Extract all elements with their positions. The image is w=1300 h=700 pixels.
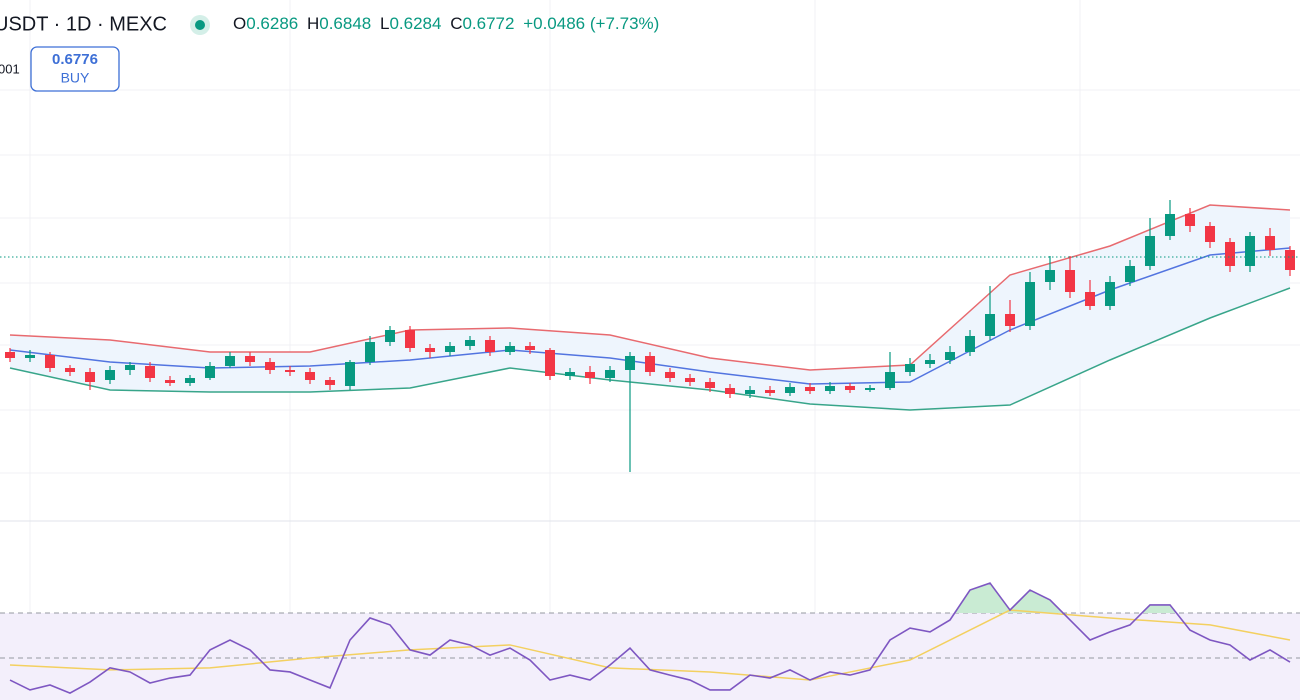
candle-body: [985, 314, 995, 336]
candle-body: [345, 362, 355, 386]
candle-body: [265, 362, 275, 370]
candle-body: [665, 372, 675, 378]
candle-body: [825, 386, 835, 391]
legend-label: C: [450, 14, 462, 33]
candle-body: [1165, 214, 1175, 236]
candle-body: [785, 387, 795, 393]
legend-label: H: [307, 14, 319, 33]
candle-body: [605, 370, 615, 378]
buy-button[interactable]: 0.6776 BUY: [30, 46, 120, 92]
candle-body: [765, 390, 775, 393]
candle-body: [845, 386, 855, 390]
candle-body: [145, 366, 155, 378]
candle-body: [1125, 266, 1135, 282]
candle-body: [485, 340, 495, 352]
candle-body: [565, 372, 575, 376]
candle-body: [1245, 236, 1255, 266]
candle-body: [865, 388, 875, 390]
candle-body: [85, 372, 95, 382]
candle-body: [805, 387, 815, 391]
candle-body: [305, 372, 315, 380]
rsi-ma-line: [9, 609, 1291, 681]
candle-body: [525, 346, 535, 350]
candle-body: [945, 352, 955, 360]
candle-body: [205, 366, 215, 378]
candle-body: [465, 340, 475, 346]
band-fill: [10, 205, 1290, 410]
candle-body: [685, 378, 695, 382]
candle-body: [385, 330, 395, 342]
candle-body: [1205, 226, 1215, 242]
candle-body: [905, 364, 915, 372]
candle-body: [1045, 270, 1055, 282]
candle-body: [505, 346, 515, 352]
legend-value: 0.6772: [462, 14, 514, 33]
candle-body: [1105, 282, 1115, 306]
candle-body: [745, 390, 755, 394]
status-dot: [195, 20, 205, 30]
candle-body: [1085, 292, 1095, 306]
candle-body: [1025, 282, 1035, 326]
candle-body: [25, 355, 35, 358]
candle-body: [885, 372, 895, 388]
ohlc-legend: O0.6286 H0.6848 L0.6284 C0.6772 +0.0486 …: [233, 14, 659, 33]
candle-body: [425, 348, 435, 352]
candle-body: [405, 330, 415, 348]
rsi-pane: [0, 582, 1300, 700]
buy-button-box[interactable]: [30, 46, 120, 92]
candle-body: [365, 342, 375, 362]
candle-body: [125, 365, 135, 370]
candle-body: [285, 370, 295, 372]
change-value: +0.0486 (+7.73%): [523, 14, 659, 33]
candle-body: [625, 356, 635, 370]
legend-header: USDT · 1D · MEXC O0.6286 H0.6848 L0.6284…: [0, 13, 659, 92]
candle-body: [585, 372, 595, 378]
candle-body: [1285, 250, 1295, 270]
rsi-line: [9, 582, 1291, 694]
candle-body: [45, 355, 55, 368]
candle-body: [545, 350, 555, 376]
candle-body: [1065, 270, 1075, 292]
band-upper: [9, 204, 1291, 371]
candle-body: [5, 352, 15, 358]
candle-body: [925, 360, 935, 364]
candle-body: [725, 388, 735, 394]
candle-body: [705, 382, 715, 388]
candle-body: [1005, 314, 1015, 326]
candle-body: [225, 356, 235, 366]
symbol-title: USDT · 1D · MEXC: [0, 13, 167, 35]
legend-value: 0.6848: [319, 14, 371, 33]
candle-body: [645, 356, 655, 372]
band-lower: [9, 287, 1291, 411]
candle-body: [325, 380, 335, 385]
candle-body: [1225, 242, 1235, 266]
candle-body: [1265, 236, 1275, 250]
candle-body: [65, 368, 75, 372]
candle-body: [965, 336, 975, 352]
candle-body: [165, 380, 175, 383]
legend-label: O: [233, 14, 246, 33]
buy-price[interactable]: 0.6776: [52, 51, 98, 68]
candle-body: [445, 346, 455, 352]
legend-value: 0.6284: [389, 14, 441, 33]
candle-body: [1145, 236, 1155, 266]
candle-body: [185, 378, 195, 383]
legend-label: L: [380, 14, 389, 33]
price-pane: [0, 200, 1300, 472]
legend-value: 0.6286: [246, 14, 298, 33]
rsi-band-bg: [0, 613, 1300, 700]
candle-body: [1185, 214, 1195, 226]
candle-body: [245, 356, 255, 362]
side-text: 001: [0, 61, 20, 76]
buy-label[interactable]: BUY: [61, 70, 90, 86]
candle-body: [105, 370, 115, 380]
